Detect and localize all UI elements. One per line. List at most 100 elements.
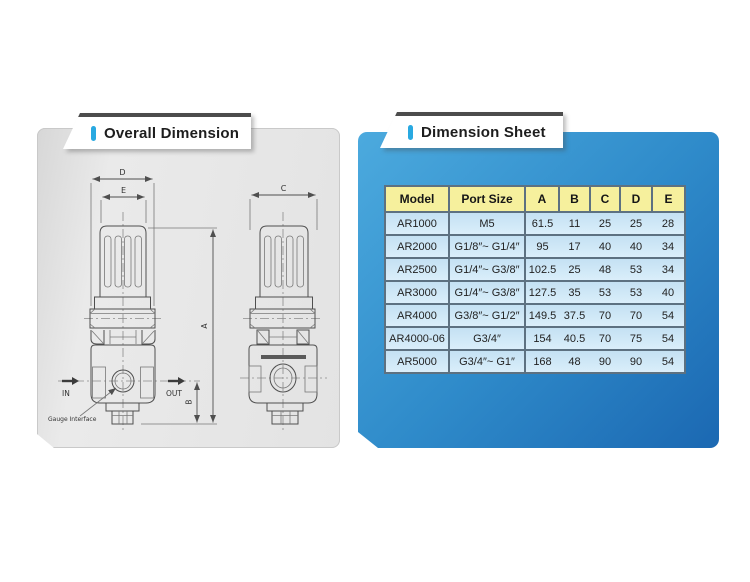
cell-a: 61.5 <box>525 211 559 236</box>
header-c: C <box>589 185 621 213</box>
cell-b: 17 <box>559 234 590 259</box>
cell-a: 154 <box>525 326 559 351</box>
cell-d: 53 <box>620 280 652 305</box>
dim-a: A <box>141 227 217 425</box>
hex-nut <box>89 308 156 329</box>
table-row: AR1000 M5 61.5 11 25 25 28 <box>384 211 686 236</box>
header-e: E <box>651 185 686 213</box>
cell-e: 34 <box>652 234 686 259</box>
knob-flange <box>255 296 313 310</box>
cell-c: 90 <box>590 349 620 374</box>
cell-model: AR4000-06 <box>384 326 450 351</box>
cell-b: 37.5 <box>559 303 590 328</box>
gauge-port-circle <box>111 369 135 393</box>
header-b: B <box>558 185 591 213</box>
dim-label-b: B <box>185 399 194 404</box>
cell-e: 54 <box>652 349 686 374</box>
regulator-body <box>248 344 318 404</box>
dim-label-e: E <box>121 186 126 195</box>
cell-d: 40 <box>620 234 652 259</box>
dim-e: E <box>100 186 147 223</box>
dim-b: B <box>185 382 201 423</box>
cell-port: M5 <box>448 211 526 236</box>
cell-e: 40 <box>652 280 686 305</box>
cell-c: 53 <box>590 280 620 305</box>
dimension-sheet-table: Model Port Size A B C D E AR1000 M5 61.5… <box>384 185 686 374</box>
cell-model: AR2000 <box>384 234 450 259</box>
dim-d: D <box>90 168 155 306</box>
hex-nut <box>249 308 316 329</box>
dim-c: C <box>249 184 318 230</box>
out-label: OUT <box>166 389 182 398</box>
cell-port: G3/4″ <box>448 326 526 351</box>
cell-a: 168 <box>525 349 559 374</box>
knob-flange <box>94 296 151 310</box>
cell-e: 28 <box>652 211 686 236</box>
cell-c: 70 <box>590 303 620 328</box>
table-row: AR5000 G3/4″~ G1″ 168 48 90 90 54 <box>384 349 686 374</box>
body-slot <box>261 355 306 359</box>
cell-b: 48 <box>559 349 590 374</box>
cell-d: 25 <box>620 211 652 236</box>
table-header-row: Model Port Size A B C D E <box>384 185 686 213</box>
gauge-interface-label: Gauge Interface <box>48 416 97 423</box>
cell-b: 25 <box>559 257 590 282</box>
dim-label-a: A <box>200 323 209 329</box>
front-view-drawing: C <box>240 184 327 432</box>
table-row: AR2500 G1/4″~ G3/8″ 102.5 25 48 53 34 <box>384 257 686 282</box>
header-a: A <box>524 185 560 213</box>
gauge-interface-callout: Gauge Interface <box>48 387 117 423</box>
cell-port: G3/4″~ G1″ <box>448 349 526 374</box>
adjustment-knob <box>99 225 147 298</box>
table-row: AR4000 G3/8″~ G1/2″ 149.5 37.5 70 70 54 <box>384 303 686 328</box>
dimension-sheet-title: Dimension Sheet <box>421 123 546 141</box>
dim-label-c: C <box>281 184 287 193</box>
regulator-body <box>90 344 156 404</box>
bonnet <box>256 329 310 345</box>
adjustment-knob <box>259 225 309 298</box>
cell-e: 54 <box>652 303 686 328</box>
cell-b: 11 <box>559 211 590 236</box>
gauge-port-circle <box>269 363 297 393</box>
header-d: D <box>619 185 653 213</box>
cell-port: G3/8″~ G1/2″ <box>448 303 526 328</box>
cell-d: 90 <box>620 349 652 374</box>
table-row: AR4000-06 G3/4″ 154 40.5 70 75 54 <box>384 326 686 351</box>
cell-c: 48 <box>590 257 620 282</box>
table-row: AR3000 G1/4″~ G3/8″ 127.5 35 53 53 40 <box>384 280 686 305</box>
cell-a: 102.5 <box>525 257 559 282</box>
cell-a: 95 <box>525 234 559 259</box>
overall-dimension-header: Overall Dimension <box>63 113 251 149</box>
cell-model: AR5000 <box>384 349 450 374</box>
cell-d: 70 <box>620 303 652 328</box>
bonnet <box>90 330 156 345</box>
bottom-drain <box>105 402 140 425</box>
cell-port: G1/4″~ G3/8″ <box>448 280 526 305</box>
cell-a: 127.5 <box>525 280 559 305</box>
header-port-size: Port Size <box>448 185 526 213</box>
cell-model: AR1000 <box>384 211 450 236</box>
blue-tick-icon <box>91 125 96 141</box>
in-label: IN <box>62 389 70 398</box>
cell-model: AR3000 <box>384 280 450 305</box>
cell-b: 35 <box>559 280 590 305</box>
bottom-drain <box>266 402 304 425</box>
overall-dimension-panel <box>37 128 340 448</box>
cell-d: 75 <box>620 326 652 351</box>
cell-port: G1/8″~ G1/4″ <box>448 234 526 259</box>
cell-a: 149.5 <box>525 303 559 328</box>
cell-port: G1/4″~ G3/8″ <box>448 257 526 282</box>
out-flow-arrow: OUT <box>166 377 185 398</box>
cell-e: 54 <box>652 326 686 351</box>
cell-c: 25 <box>590 211 620 236</box>
regulator-technical-drawing: D E <box>48 168 327 432</box>
cell-b: 40.5 <box>559 326 590 351</box>
blue-tick-icon <box>408 124 413 140</box>
cell-c: 70 <box>590 326 620 351</box>
cell-model: AR4000 <box>384 303 450 328</box>
dimension-sheet-header: Dimension Sheet <box>380 112 563 148</box>
cell-model: AR2500 <box>384 257 450 282</box>
dim-label-d: D <box>119 168 125 177</box>
table-row: AR2000 G1/8″~ G1/4″ 95 17 40 40 34 <box>384 234 686 259</box>
cell-d: 53 <box>620 257 652 282</box>
